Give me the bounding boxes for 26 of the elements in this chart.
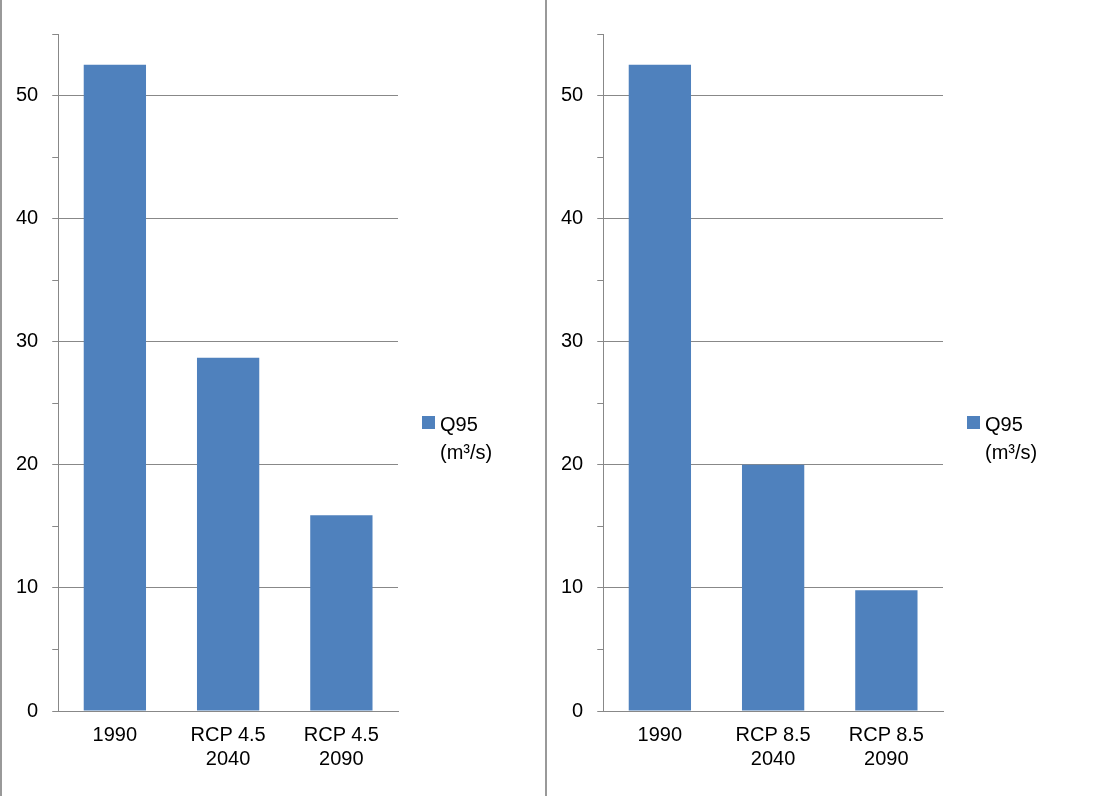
legend-label: Q95 (m³/s)	[440, 412, 494, 465]
y-tick-label: 0	[572, 698, 584, 721]
bar	[855, 590, 918, 711]
y-tick-label: 30	[16, 329, 39, 352]
legend-label: Q95 (m³/s)	[985, 412, 1039, 465]
x-tick-label: RCP 4.5 2090	[303, 722, 379, 769]
bar	[628, 64, 692, 711]
y-tick-label: 20	[16, 452, 39, 475]
y-tick-label: 20	[561, 452, 584, 475]
x-tick-label: RCP 8.5 2090	[848, 722, 924, 769]
y-tick-label: 30	[561, 329, 584, 352]
y-tick-label: 10	[561, 575, 584, 598]
x-tick-label: 1990	[92, 722, 138, 745]
bar	[310, 515, 373, 711]
y-tick-label: 50	[561, 83, 584, 106]
y-tick-label: 50	[16, 83, 39, 106]
x-tick-label: RCP 4.5 2040	[190, 722, 266, 769]
bar	[741, 464, 805, 711]
x-tick-label: RCP 8.5 2040	[735, 722, 811, 769]
y-tick-label: 10	[16, 575, 39, 598]
y-tick-label: 40	[561, 206, 584, 229]
y-tick-label: 0	[27, 698, 39, 721]
y-tick-label: 40	[16, 206, 39, 229]
x-tick-label: 1990	[637, 722, 683, 745]
bar	[196, 357, 260, 711]
bar	[83, 64, 147, 711]
